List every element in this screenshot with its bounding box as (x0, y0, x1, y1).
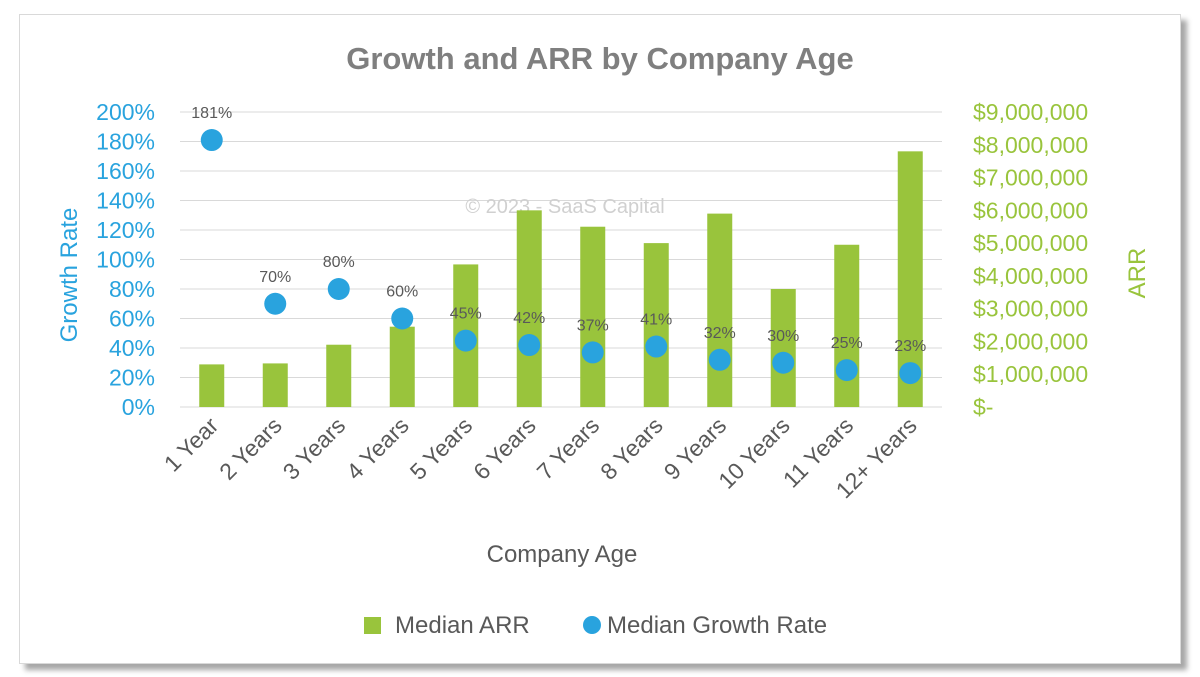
growth-point (581, 341, 604, 364)
growth-data-label: 60% (386, 284, 418, 301)
left-tick-label: 60% (109, 306, 155, 332)
growth-data-label: 42% (513, 310, 545, 327)
x-tick-label: 2 Years (214, 412, 287, 485)
growth-data-label: 23% (894, 338, 926, 355)
legend-swatch-growth (583, 616, 601, 634)
left-tick-label: 120% (96, 217, 155, 243)
growth-data-label: 80% (323, 254, 355, 271)
left-tick-label: 40% (109, 335, 155, 361)
right-tick-label: $5,000,000 (973, 230, 1088, 256)
growth-data-label: 32% (704, 325, 736, 342)
left-tick-label: 180% (96, 129, 155, 155)
left-tick-label: 100% (96, 247, 155, 273)
legend: Median ARR Median Growth Rate (364, 612, 827, 639)
left-tick-label: 160% (96, 158, 155, 184)
right-axis-title: ARR (1124, 248, 1151, 299)
right-tick-label: $9,000,000 (973, 99, 1088, 125)
growth-data-label: 37% (577, 317, 609, 334)
x-axis-title: Company Age (487, 541, 638, 568)
right-tick-label: $- (973, 394, 993, 420)
left-tick-label: 20% (109, 365, 155, 391)
left-axis-ticks: 0% 20% 40% 60% 80% 100% 120% 140% 160% 180% 200% (96, 99, 155, 420)
growth-point (200, 129, 223, 152)
growth-point (899, 362, 922, 385)
growth-point (835, 359, 858, 382)
right-axis-ticks: $- $1,000,000 $2,000,000 $3,000,000 $4,000,0… (973, 99, 1088, 420)
arr-bar (326, 344, 352, 407)
right-tick-label: $4,000,000 (973, 263, 1088, 289)
growth-data-label: 181% (191, 105, 232, 122)
growth-points (200, 129, 922, 385)
chart-title: Growth and ARR by Company Age (346, 41, 854, 76)
legend-swatch-arr (364, 617, 381, 634)
growth-labels: 181% 70% 80% 60% 45% 42% 37% 41% 32% 30% 25% 23% (191, 105, 926, 355)
left-tick-label: 0% (122, 394, 155, 420)
left-tick-label: 200% (96, 99, 155, 125)
growth-point (327, 278, 350, 300)
legend-label-growth: Median Growth Rate (607, 612, 827, 639)
right-tick-label: $1,000,000 (973, 361, 1088, 387)
growth-point (264, 292, 287, 315)
arr-bar (770, 289, 796, 407)
growth-point (772, 351, 795, 374)
arr-bar (643, 243, 669, 407)
gridlines (180, 111, 942, 408)
growth-data-label: 30% (767, 328, 799, 345)
left-tick-label: 140% (96, 188, 155, 214)
right-tick-label: $2,000,000 (973, 328, 1088, 354)
x-tick-label: 5 Years (405, 412, 478, 485)
growth-point (708, 348, 731, 371)
growth-data-label: 41% (640, 312, 672, 329)
growth-data-label: 25% (831, 335, 863, 352)
growth-data-label: 45% (450, 306, 482, 323)
arr-bar (199, 364, 225, 407)
arr-bar (707, 213, 733, 407)
watermark: © 2023 - SaaS Capital (465, 196, 664, 218)
right-tick-label: $8,000,000 (973, 132, 1088, 158)
x-tick-label: 8 Years (595, 412, 668, 485)
arr-bars (199, 151, 923, 407)
x-tick-label: 4 Years (341, 412, 414, 485)
arr-bar (580, 226, 606, 407)
arr-bar (834, 244, 860, 407)
right-tick-label: $7,000,000 (973, 165, 1088, 191)
chart: Growth and ARR by Company Age © 2023 - S… (56, 41, 1151, 639)
arr-bar (262, 363, 288, 407)
growth-point (391, 307, 414, 330)
arr-bar (389, 326, 415, 407)
arr-bar (516, 210, 542, 407)
right-tick-label: $3,000,000 (973, 296, 1088, 322)
growth-point (454, 329, 477, 352)
legend-label-arr: Median ARR (395, 612, 530, 639)
x-tick-label: 7 Years (532, 412, 605, 485)
left-axis-title: Growth Rate (56, 208, 83, 343)
x-tick-label: 6 Years (468, 412, 541, 485)
growth-data-label: 70% (259, 269, 291, 286)
growth-point (518, 334, 541, 357)
x-tick-label: 3 Years (278, 412, 351, 485)
x-tick-label: 10 Years (713, 412, 795, 494)
chart-card: Growth and ARR by Company Age © 2023 - S… (19, 14, 1181, 664)
growth-point (645, 335, 668, 358)
right-tick-label: $6,000,000 (973, 197, 1088, 223)
left-tick-label: 80% (109, 276, 155, 302)
